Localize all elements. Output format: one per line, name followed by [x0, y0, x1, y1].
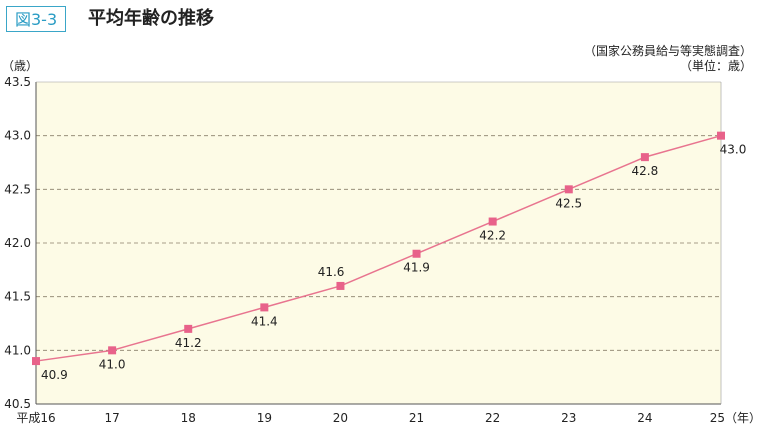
x-tick-label: 18 — [181, 411, 196, 425]
data-point-marker — [260, 303, 269, 312]
y-tick-label: 41.5 — [4, 290, 31, 304]
data-label: 42.5 — [555, 196, 582, 210]
x-tick-label: 17 — [104, 411, 119, 425]
data-point-marker — [640, 153, 649, 162]
y-tick-label: 42.5 — [4, 182, 31, 196]
data-point-marker — [488, 217, 497, 226]
x-tick-label: 平成16 — [16, 411, 55, 425]
figure-number-label: 図3-3 — [6, 6, 67, 32]
y-tick-label: 42.0 — [4, 236, 31, 250]
y-axis-unit-label: （歳） — [2, 59, 38, 73]
data-point-marker — [336, 281, 345, 290]
data-label: 41.9 — [403, 261, 430, 275]
data-label: 42.2 — [479, 229, 506, 243]
source-text: （国家公務員給与等実態調査） — [583, 44, 752, 58]
data-point-marker — [108, 346, 117, 355]
x-tick-label: 23 — [561, 411, 576, 425]
data-point-marker — [564, 185, 573, 194]
data-point-marker — [184, 324, 193, 333]
x-tick-label: 24 — [637, 411, 652, 425]
data-label: 41.4 — [251, 314, 278, 328]
x-tick-label: 21 — [409, 411, 424, 425]
x-axis-unit-label: （年） — [725, 411, 760, 425]
y-tick-label: 43.0 — [4, 129, 31, 143]
y-tick-label: 43.5 — [4, 75, 31, 89]
data-point-marker — [717, 131, 725, 140]
data-point-marker — [412, 249, 421, 258]
y-tick-label: 41.0 — [4, 343, 31, 357]
x-tick-label: 25 — [710, 411, 725, 425]
data-label: 41.0 — [99, 357, 126, 371]
data-label: 41.2 — [175, 336, 202, 350]
data-point-marker — [32, 357, 40, 366]
y-tick-label: 40.5 — [4, 397, 31, 411]
chart-title: 平均年齢の推移 — [88, 8, 214, 29]
data-label: 41.6 — [318, 265, 345, 279]
x-tick-label: 22 — [485, 411, 500, 425]
unit-text: （単位：歳） — [679, 59, 752, 73]
x-tick-label: 20 — [333, 411, 348, 425]
source-note: （国家公務員給与等実態調査） （単位：歳） — [584, 44, 752, 74]
data-label: 40.9 — [41, 368, 68, 382]
data-label: 43.0 — [720, 143, 747, 157]
x-tick-label: 19 — [257, 411, 272, 425]
data-label: 42.8 — [632, 164, 659, 178]
series-line — [35, 134, 722, 362]
